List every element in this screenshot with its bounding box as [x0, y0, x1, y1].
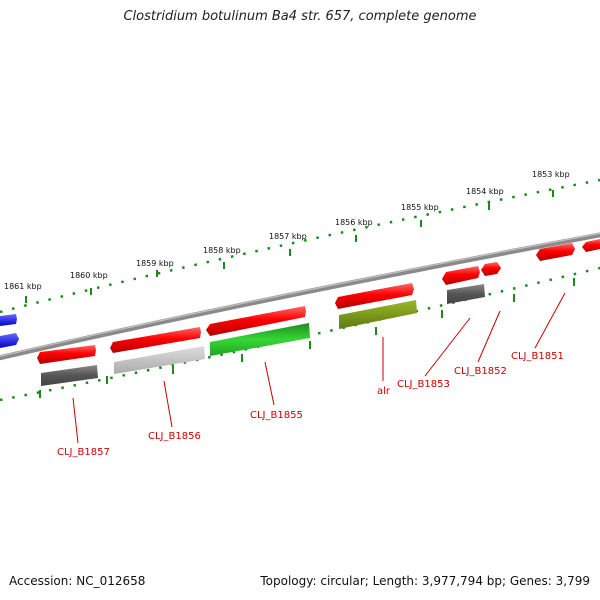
scale-label: 1854 kbp: [466, 187, 504, 196]
gene-label: alr: [377, 386, 391, 397]
gene-arrow[interactable]: [335, 283, 414, 309]
cds-features: [0, 284, 485, 386]
gene-arrow[interactable]: [536, 243, 575, 261]
scale-label: 1853 kbp: [532, 170, 570, 179]
gene-arrow[interactable]: [110, 327, 201, 353]
topology-text: Topology: circular; Length: 3,977,794 bp…: [260, 574, 590, 588]
gene-arrow[interactable]: [0, 314, 17, 326]
scale-labels: 1853 kbp 1854 kbp 1855 kbp 1856 kbp 1857…: [4, 170, 570, 291]
forward-genes: [0, 239, 600, 364]
scale-label: 1859 kbp: [136, 259, 174, 268]
gene-arrow[interactable]: [582, 239, 600, 252]
scale-label: 1857 kbp: [269, 232, 307, 241]
scale-label: 1861 kbp: [4, 282, 42, 291]
cds-block[interactable]: [41, 365, 98, 386]
label-leaders: [72, 292, 566, 444]
gene-label: CLJ_B1856: [148, 431, 201, 442]
genome-backbone: [0, 232, 600, 361]
cds-block[interactable]: [210, 323, 310, 356]
gene-label: CLJ_B1851: [511, 351, 564, 362]
scale-label: 1856 kbp: [335, 218, 373, 227]
scale-label: 1858 kbp: [203, 246, 241, 255]
backbone-highlight: [0, 232, 600, 357]
gene-label: CLJ_B1852: [454, 366, 507, 377]
genome-title: Clostridium botulinum Ba4 str. 657, comp…: [123, 9, 477, 24]
gene-arrow[interactable]: [37, 345, 96, 364]
gene-arrow[interactable]: [481, 262, 501, 276]
gene-label: CLJ_B1853: [397, 379, 450, 390]
cds-block[interactable]: [339, 300, 417, 329]
scale-label: 1860 kbp: [70, 271, 108, 280]
gene-arrow[interactable]: [442, 266, 480, 285]
gene-label: CLJ_B1857: [57, 447, 110, 458]
cds-block[interactable]: [447, 284, 485, 304]
outer-scale-ticks: [25, 190, 554, 303]
gene-labels: CLJ_B1851 CLJ_B1852 CLJ_B1853 alr CLJ_B1…: [57, 351, 564, 458]
cds-block[interactable]: [0, 333, 19, 348]
inner-scale-ticks: [39, 278, 575, 398]
gene-label: CLJ_B1855: [250, 410, 303, 421]
scale-label: 1855 kbp: [401, 203, 439, 212]
gene-arrow[interactable]: [206, 306, 306, 336]
accession-text: Accession: NC_012658: [9, 574, 146, 588]
cds-block[interactable]: [114, 346, 205, 374]
